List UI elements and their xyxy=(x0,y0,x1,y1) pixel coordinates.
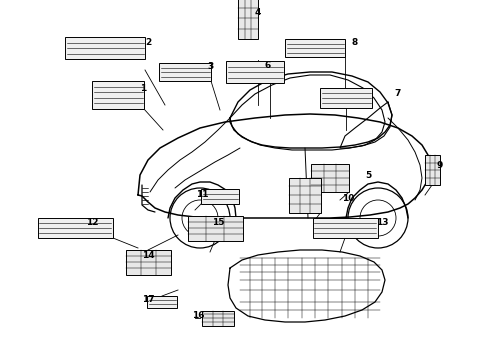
Text: 3: 3 xyxy=(207,62,213,71)
Text: 14: 14 xyxy=(142,251,154,260)
Bar xyxy=(65,37,145,59)
Bar xyxy=(226,61,284,83)
Bar xyxy=(424,155,440,185)
Text: 16: 16 xyxy=(192,311,204,320)
Text: 6: 6 xyxy=(265,60,271,69)
Text: 17: 17 xyxy=(142,296,154,305)
Bar xyxy=(92,81,144,109)
Text: 2: 2 xyxy=(145,37,151,46)
Bar xyxy=(238,0,258,39)
Bar xyxy=(289,177,321,212)
Text: 8: 8 xyxy=(352,37,358,46)
Text: 1: 1 xyxy=(140,84,146,93)
Text: 15: 15 xyxy=(212,217,224,226)
Text: 10: 10 xyxy=(342,194,354,202)
Bar xyxy=(38,218,113,238)
Bar xyxy=(320,88,372,108)
Text: 4: 4 xyxy=(255,8,261,17)
Bar xyxy=(285,39,345,57)
Text: 7: 7 xyxy=(395,89,401,98)
Bar xyxy=(125,249,171,275)
Bar xyxy=(188,216,243,240)
Text: 11: 11 xyxy=(196,189,208,198)
Text: 9: 9 xyxy=(437,161,443,170)
Bar xyxy=(202,310,234,325)
Bar xyxy=(311,164,349,192)
Text: 5: 5 xyxy=(365,171,371,180)
Text: 12: 12 xyxy=(86,217,98,226)
Bar xyxy=(201,189,239,203)
Bar xyxy=(313,218,377,238)
Bar xyxy=(159,63,211,81)
Text: 13: 13 xyxy=(376,217,388,226)
Bar xyxy=(147,296,177,308)
